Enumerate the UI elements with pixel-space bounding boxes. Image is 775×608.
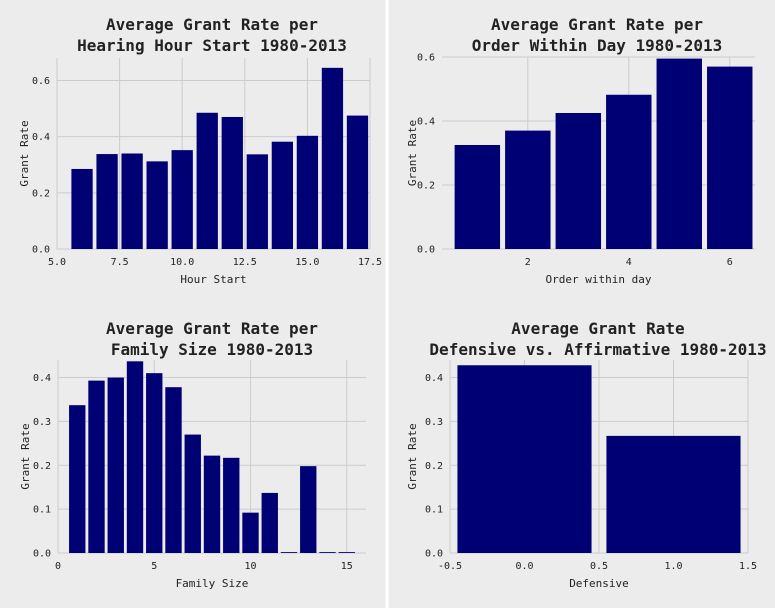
bar xyxy=(319,552,336,553)
x-tick-label: 1.5 xyxy=(739,561,757,572)
bar xyxy=(300,466,317,553)
chart-title-line: Average Grant Rate per xyxy=(106,319,318,338)
bar xyxy=(196,112,218,249)
x-tick-label: 0 xyxy=(55,561,61,572)
bar xyxy=(146,161,168,249)
bar xyxy=(707,66,753,249)
y-tick-label: 0.2 xyxy=(33,461,51,472)
x-axis-label: Defensive xyxy=(569,577,629,590)
chart-family: 0 5 10 15 0.0 0.1 0.2 0.3 0.4 Family Size Grant Ra… xyxy=(19,319,366,590)
bar xyxy=(71,168,93,249)
x-tick-label: 12.5 xyxy=(233,257,257,268)
chart-title-line: Family Size 1980-2013 xyxy=(111,340,313,359)
bar xyxy=(505,130,551,249)
bar xyxy=(280,552,298,553)
chart-title-line: Order Within Day 1980-2013 xyxy=(472,36,722,55)
y-tick-label: 0.3 xyxy=(425,417,443,428)
bar xyxy=(69,405,86,553)
x-tick-label: -0.5 xyxy=(438,561,462,572)
x-tick-label: 4 xyxy=(626,257,632,268)
bar xyxy=(261,492,278,553)
chart-title-line: Average Grant Rate per xyxy=(106,15,318,34)
x-tick-label: 0.5 xyxy=(590,561,608,572)
bar xyxy=(338,552,355,553)
y-axis-label: Grant Rate xyxy=(18,120,31,186)
bar xyxy=(346,115,369,250)
x-axis-label: Hour Start xyxy=(180,273,246,286)
bar xyxy=(165,387,182,553)
bar xyxy=(321,67,344,250)
x-tick-label: 5.0 xyxy=(48,257,66,268)
chart-panels: 5.0 7.5 10.0 12.5 15.0 17.5 0.0 0.2 0.4 0.6 Hour S… xyxy=(18,15,767,590)
bar xyxy=(457,365,592,553)
x-tick-label: 10.0 xyxy=(170,257,194,268)
y-axis-label: Grant Rate xyxy=(19,423,32,489)
x-tick-label: 15 xyxy=(341,561,353,572)
bar xyxy=(296,135,319,249)
bar xyxy=(656,58,702,249)
y-tick-label: 0.4 xyxy=(33,373,51,384)
y-tick-label: 0.6 xyxy=(417,53,435,64)
x-axis-label: Order within day xyxy=(546,273,652,286)
x-tick-label: 0.0 xyxy=(515,561,533,572)
y-axis-label: Grant Rate xyxy=(406,423,419,489)
y-tick-label: 0.0 xyxy=(417,245,435,256)
y-tick-label: 0.4 xyxy=(32,132,50,143)
chart-defensive: -0.5 0.0 0.5 1.0 1.50.00.10.20.30.4Defensive… xyxy=(406,319,767,590)
bar xyxy=(246,154,268,249)
x-tick-label: 5 xyxy=(151,561,157,572)
chart-title-line: Defensive vs. Affirmative 1980-2013 xyxy=(429,340,766,359)
chart-title-line: Average Grant Rate xyxy=(511,319,684,338)
y-tick-label: 0.4 xyxy=(425,373,443,384)
y-tick-label: 0.0 xyxy=(32,245,50,256)
x-tick-label: 7.5 xyxy=(111,257,129,268)
bar xyxy=(454,145,501,249)
bar xyxy=(606,94,652,249)
chart-title-line: Hearing Hour Start 1980-2013 xyxy=(77,36,347,55)
chart-hour: 5.0 7.5 10.0 12.5 15.0 17.5 0.0 0.2 0.4 0.6 Hour S… xyxy=(18,15,382,286)
bar xyxy=(121,153,143,249)
bar xyxy=(171,150,193,249)
x-tick-label: 2 xyxy=(525,257,531,268)
bar xyxy=(271,141,294,249)
x-tick-label: 6 xyxy=(727,257,733,268)
x-tick-label: 17.5 xyxy=(358,257,382,268)
bar xyxy=(126,361,144,553)
x-tick-label: 15.0 xyxy=(295,257,319,268)
bar xyxy=(88,380,105,553)
bar xyxy=(146,373,163,553)
bar xyxy=(223,457,240,553)
bar xyxy=(96,154,118,249)
y-tick-label: 0.3 xyxy=(33,417,51,428)
y-tick-label: 0.2 xyxy=(417,181,435,192)
y-tick-label: 0.2 xyxy=(32,188,50,199)
y-axis-label: Grant Rate xyxy=(406,120,419,186)
bar xyxy=(184,434,201,553)
bar xyxy=(107,377,124,553)
bar xyxy=(221,116,243,249)
y-tick-label: 0.2 xyxy=(425,461,443,472)
y-tick-label: 0.4 xyxy=(417,117,435,128)
x-tick-label: 10 xyxy=(244,561,256,572)
bar xyxy=(203,455,221,553)
bar xyxy=(555,113,602,249)
y-tick-label: 0.6 xyxy=(32,76,50,87)
y-tick-label: 0.1 xyxy=(33,505,51,516)
y-tick-label: 0.0 xyxy=(33,549,51,560)
x-axis-label: Family Size xyxy=(176,577,249,590)
y-tick-label: 0.1 xyxy=(425,505,443,516)
chart-order: 2 4 6 0.0 0.2 0.4 0.6 Order within day Grant Rat… xyxy=(406,15,755,286)
y-tick-label: 0.0 xyxy=(425,549,443,560)
chart-title-line: Average Grant Rate per xyxy=(491,15,703,34)
bar xyxy=(242,512,259,553)
bar xyxy=(606,435,741,553)
x-tick-label: 1.0 xyxy=(664,561,682,572)
